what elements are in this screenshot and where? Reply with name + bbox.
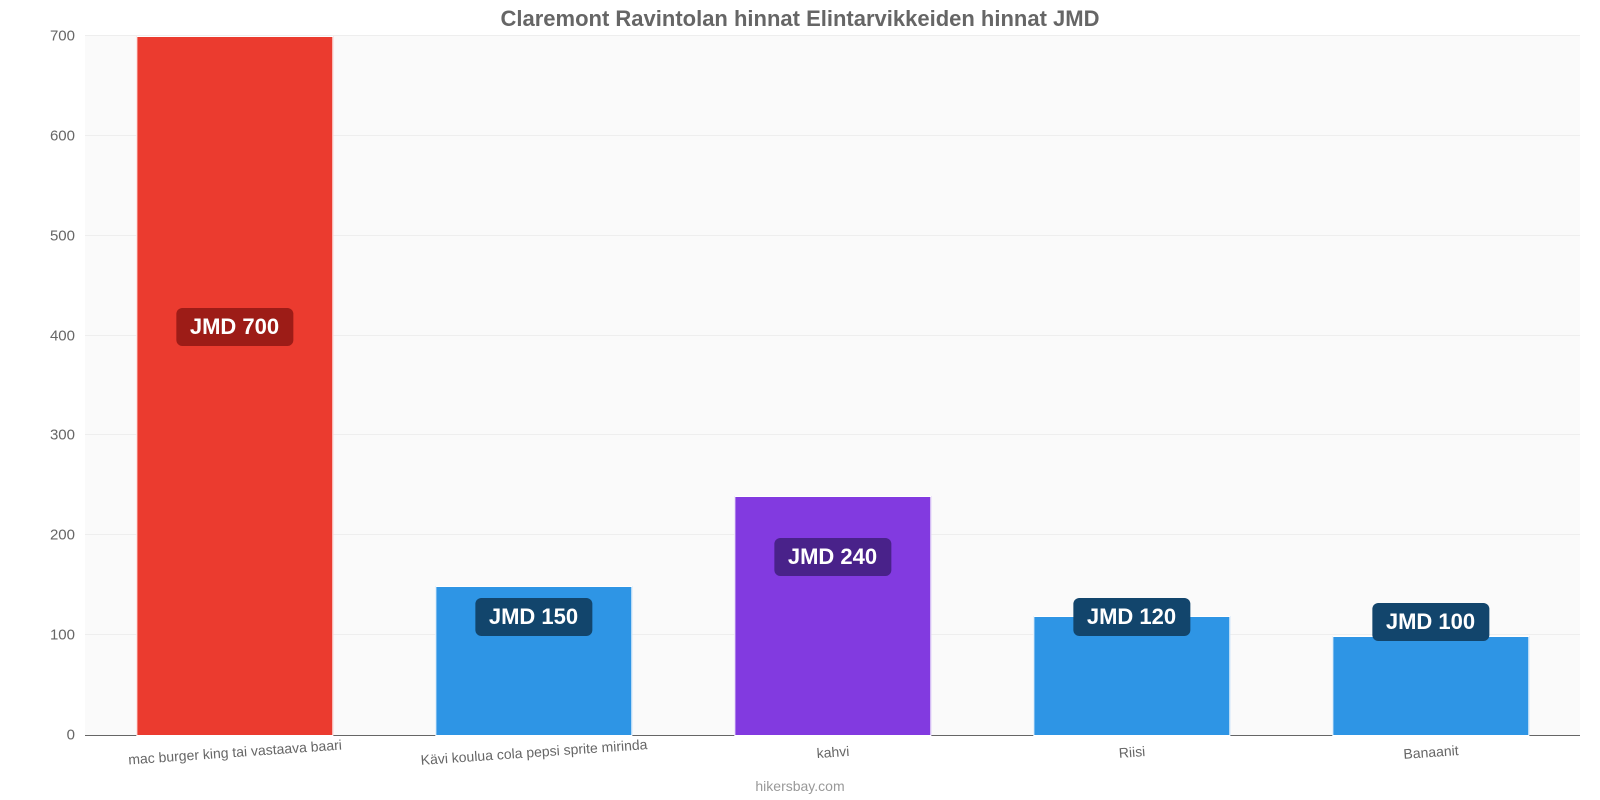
y-axis-tick: 300 bbox=[15, 427, 75, 444]
y-axis-tick: 400 bbox=[15, 327, 75, 344]
y-axis-tick: 600 bbox=[15, 127, 75, 144]
chart-title: Claremont Ravintolan hinnat Elintarvikke… bbox=[0, 0, 1600, 36]
bar-slot: JMD 120Riisi bbox=[982, 36, 1281, 736]
bar-value-label: JMD 150 bbox=[475, 598, 592, 636]
x-axis-label: Banaanit bbox=[1402, 742, 1458, 762]
bar-slot: JMD 150Kävi koulua cola pepsi sprite mir… bbox=[384, 36, 683, 736]
bar-value-label: JMD 700 bbox=[176, 308, 293, 346]
x-axis-label: Kävi koulua cola pepsi sprite mirinda bbox=[420, 736, 648, 768]
bar bbox=[734, 496, 931, 736]
x-axis-label: Riisi bbox=[1118, 743, 1146, 761]
bar-slot: JMD 700mac burger king tai vastaava baar… bbox=[85, 36, 384, 736]
bar-slot: JMD 100Banaanit bbox=[1281, 36, 1580, 736]
y-axis-tick: 0 bbox=[15, 727, 75, 744]
x-axis-label: kahvi bbox=[816, 743, 850, 761]
y-axis-tick: 700 bbox=[15, 28, 75, 45]
bar-value-label: JMD 120 bbox=[1073, 598, 1190, 636]
bar-value-label: JMD 240 bbox=[774, 538, 891, 576]
bar bbox=[1332, 636, 1529, 736]
y-axis-tick: 100 bbox=[15, 627, 75, 644]
bar-slot: JMD 240kahvi bbox=[683, 36, 982, 736]
y-axis-tick: 200 bbox=[15, 527, 75, 544]
attribution: hikersbay.com bbox=[0, 778, 1600, 794]
x-axis-label: mac burger king tai vastaava baari bbox=[127, 737, 342, 768]
plot-area: 0100200300400500600700 JMD 700mac burger… bbox=[85, 36, 1580, 736]
bar bbox=[136, 36, 333, 736]
y-axis-tick: 500 bbox=[15, 227, 75, 244]
bar-value-label: JMD 100 bbox=[1372, 603, 1489, 641]
